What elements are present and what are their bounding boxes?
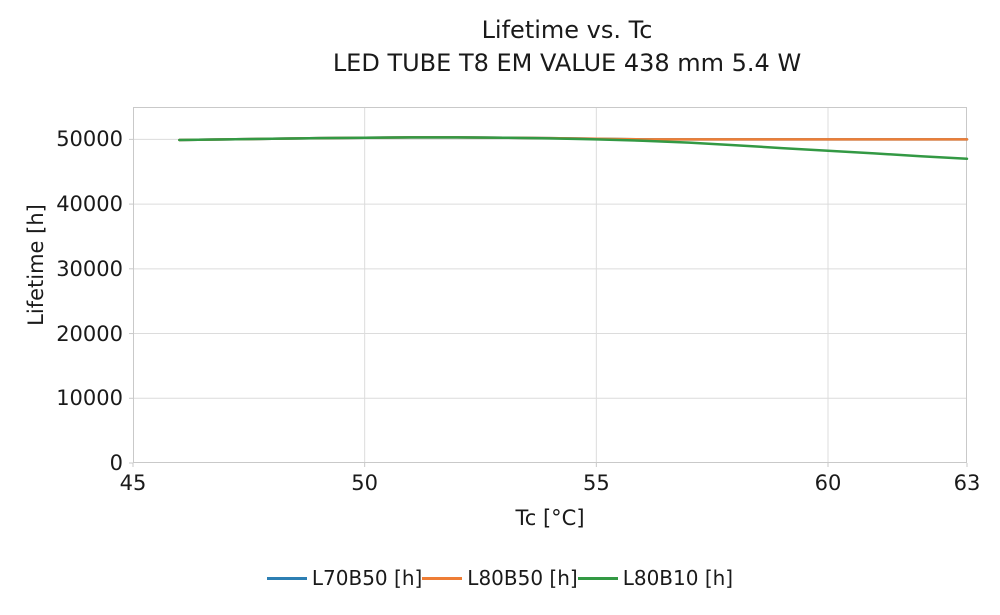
legend-item: L80B10 [h] <box>577 566 734 590</box>
legend-swatch-l80b10 <box>577 576 618 580</box>
x-tick-label: 50 <box>351 471 379 495</box>
y-tick-label: 50000 <box>56 127 123 152</box>
y-tick-label: 20000 <box>56 321 123 346</box>
y-tick-label: 30000 <box>56 256 123 281</box>
plot-area <box>129 107 969 467</box>
legend-swatch-l70b50 <box>266 576 307 580</box>
legend-label: L70B50 [h] <box>311 566 423 590</box>
x-tick-label: 55 <box>582 471 610 495</box>
chart-subtitle: LED TUBE T8 EM VALUE 438 mm 5.4 W <box>332 49 802 77</box>
chart-legend: L70B50 [h] L80B50 [h] L80B10 [h] <box>0 566 1000 590</box>
legend-swatch-l80b50 <box>422 576 463 580</box>
y-tick-label: 10000 <box>56 386 123 411</box>
legend-item: L70B50 [h] <box>266 566 423 590</box>
legend-label: L80B10 [h] <box>622 566 734 590</box>
x-tick-label: 45 <box>119 471 147 495</box>
plot-border <box>133 107 967 463</box>
y-tick-label: 0 <box>109 451 123 475</box>
legend-item: L80B50 [h] <box>422 566 578 590</box>
x-tick-label: 60 <box>814 471 842 495</box>
y-tick-label: 40000 <box>56 192 123 217</box>
x-axis-title: Tc [°C] <box>515 506 585 530</box>
legend-label: L80B50 [h] <box>467 566 578 590</box>
chart-title: Lifetime vs. Tc <box>481 16 653 44</box>
x-tick-label: 63 <box>953 471 981 495</box>
series-line-l80b10 <box>178 136 969 161</box>
